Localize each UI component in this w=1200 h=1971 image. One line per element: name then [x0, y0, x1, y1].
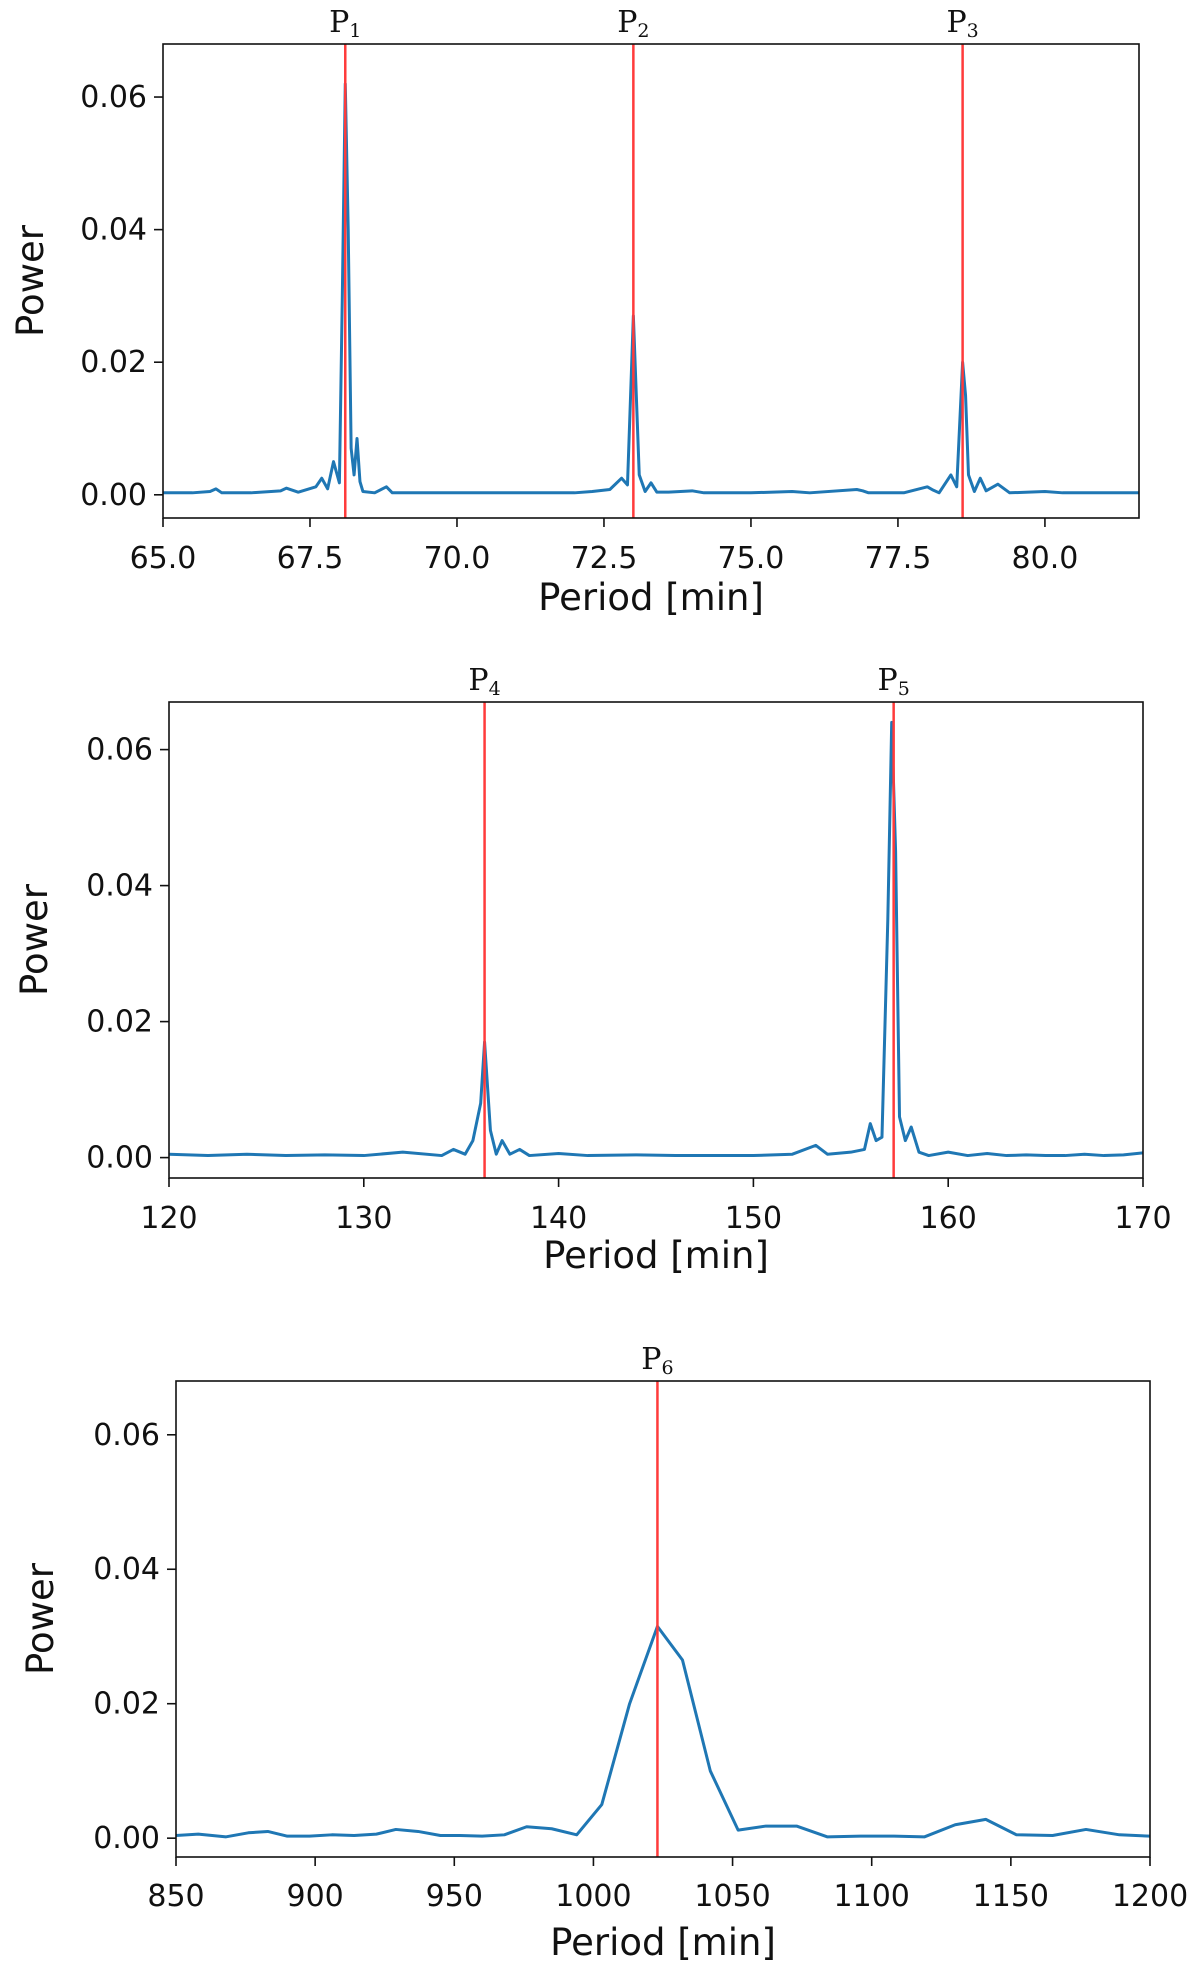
y-tick-label: 0.06 [80, 80, 147, 115]
x-tick-label: 150 [725, 1201, 782, 1236]
x-axis-label: Period [min] [543, 1234, 769, 1277]
y-tick-label: 0.00 [86, 1141, 153, 1176]
marker-label-p3: P3 [946, 5, 978, 42]
marker-label-subscript: 5 [898, 678, 910, 700]
x-tick-label: 70.0 [424, 541, 491, 576]
y-axis-label: Power [13, 883, 56, 996]
marker-label-p1: P1 [329, 5, 361, 42]
y-axis-label: Power [9, 224, 52, 337]
marker-label-subscript: 2 [637, 20, 649, 42]
plot-frame-3 [175, 1380, 1151, 1858]
x-axis-label: Period [min] [538, 576, 764, 619]
x-tick-label: 67.5 [277, 541, 344, 576]
x-tick-label: 1100 [834, 1879, 910, 1914]
marker-label-base: P [641, 1342, 661, 1377]
marker-label-p4: P4 [468, 663, 500, 700]
x-tick-label: 72.5 [571, 541, 638, 576]
x-tick-label: 1000 [555, 1879, 631, 1914]
y-axis-label: Power [19, 1562, 62, 1675]
y-tick-label: 0.06 [86, 733, 153, 768]
x-tick-label: 80.0 [1012, 541, 1079, 576]
chart-panel-3: P6 850 900 950 1000 1050 1100 1150 1200 0.00 0.02 0… [19, 1342, 1188, 1964]
x-tick-label: 120 [140, 1201, 197, 1236]
x-tick-label: 75.0 [718, 541, 785, 576]
series-line-2-1 [169, 720, 1143, 1158]
y-tick-label: 0.00 [93, 1821, 160, 1856]
marker-label-subscript: 4 [489, 678, 501, 700]
marker-label-subscript: 6 [661, 1357, 673, 1379]
marker-label-base: P [468, 663, 488, 698]
x-tick-label: 1150 [973, 1879, 1049, 1914]
x-tick-label: 1050 [694, 1879, 770, 1914]
marker-label-base: P [878, 663, 898, 698]
marker-label-base: P [617, 5, 637, 40]
x-tick-label: 130 [335, 1201, 392, 1236]
x-tick-label: 77.5 [865, 541, 932, 576]
x-tick-label: 170 [1114, 1201, 1171, 1236]
x-tick-label: 850 [147, 1879, 204, 1914]
y-tick-label: 0.00 [80, 478, 147, 513]
y-tick-label: 0.02 [86, 1005, 153, 1040]
y-tick-label: 0.02 [93, 1687, 160, 1722]
marker-label-base: P [946, 5, 966, 40]
y-tick-label: 0.06 [93, 1418, 160, 1453]
plot-frame-1 [162, 43, 1140, 519]
x-tick-label: 900 [287, 1879, 344, 1914]
x-tick-label: 65.0 [130, 541, 197, 576]
marker-label-p6: P6 [641, 1342, 673, 1379]
y-tick-label: 0.02 [80, 345, 147, 380]
marker-label-base: P [329, 5, 349, 40]
y-tick-label: 0.04 [86, 869, 153, 904]
x-axis-label: Period [min] [550, 1921, 776, 1964]
series-line-3-1 [176, 1624, 1150, 1839]
marker-label-p2: P2 [617, 5, 649, 42]
marker-label-p5: P5 [878, 663, 910, 700]
plot-frame-2 [168, 701, 1144, 1179]
x-tick-label: 1200 [1112, 1879, 1188, 1914]
x-tick-label: 950 [426, 1879, 483, 1914]
marker-label-subscript: 3 [967, 20, 979, 42]
x-tick-label: 160 [920, 1201, 977, 1236]
x-tick-label: 140 [530, 1201, 587, 1236]
marker-label-subscript: 1 [349, 20, 361, 42]
y-tick-label: 0.04 [93, 1552, 160, 1587]
y-tick-label: 0.04 [80, 213, 147, 248]
